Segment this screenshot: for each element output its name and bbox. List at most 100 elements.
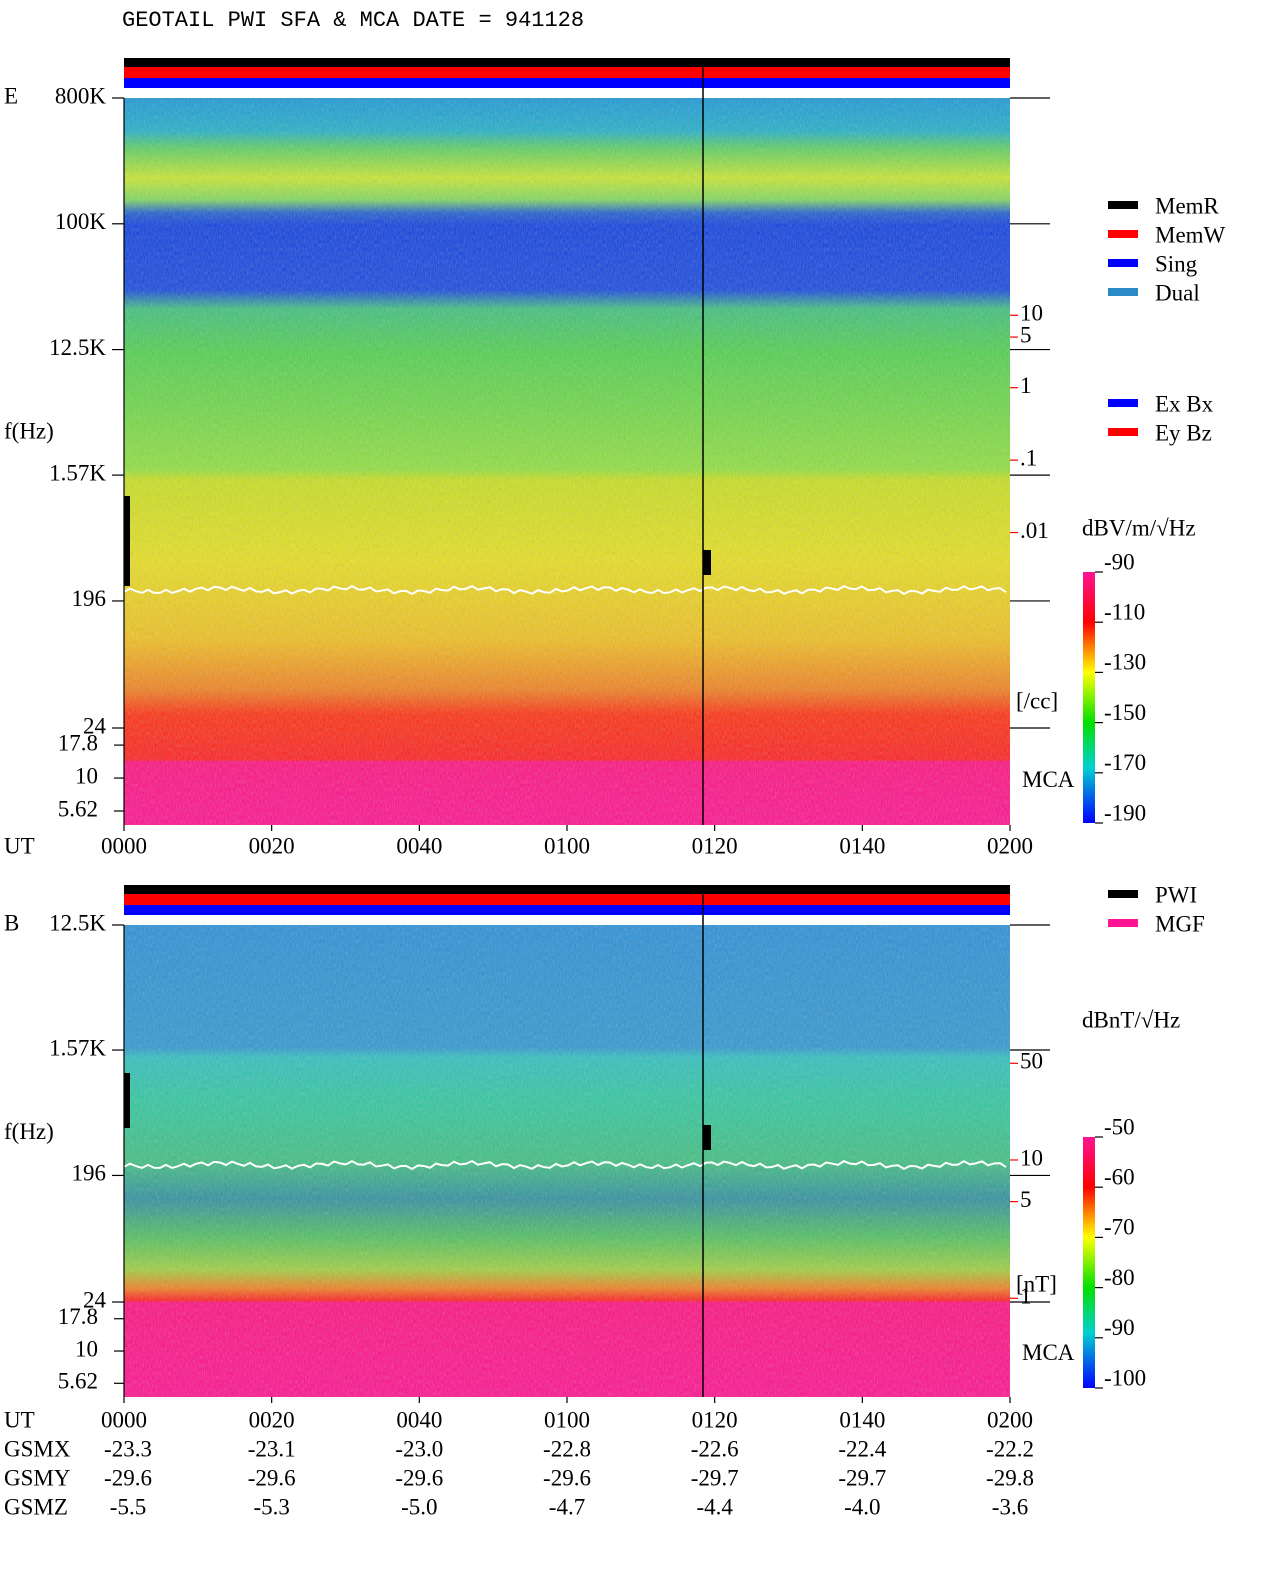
y2-axis-label: [/cc] xyxy=(1016,688,1058,713)
colorbar-label: dBnT/√Hz xyxy=(1082,1007,1180,1032)
marker xyxy=(703,1125,711,1150)
legend-swatch xyxy=(1108,890,1138,898)
orbit-value: -29.7 xyxy=(838,1465,886,1490)
orbit-value: -5.5 xyxy=(110,1494,146,1519)
orbit-row-label: GSMX xyxy=(4,1436,71,1461)
y2-tick-label: 5 xyxy=(1020,1187,1032,1212)
y-axis-label: f(Hz) xyxy=(4,418,54,443)
legend-label: MemR xyxy=(1155,193,1220,218)
orbit-value: -23.3 xyxy=(104,1436,152,1461)
y2-tick-label: .1 xyxy=(1020,445,1037,470)
y2-tick-label: 10 xyxy=(1020,301,1043,326)
cyclotron-trace xyxy=(123,584,1007,596)
mca-label: MCA xyxy=(1022,1340,1075,1365)
colorbar-tick-label: -50 xyxy=(1104,1114,1135,1139)
colorbar-tick-label: -130 xyxy=(1104,650,1146,675)
orbit-row-label: GSMZ xyxy=(4,1494,68,1519)
x-axis-label: UT xyxy=(4,1407,35,1432)
status-bar xyxy=(124,885,1010,894)
orbit-value: -22.8 xyxy=(543,1436,591,1461)
x-tick-label: 0040 xyxy=(396,1407,442,1432)
legend-swatch xyxy=(1108,201,1138,209)
x-tick-label: 0020 xyxy=(249,833,295,858)
x-tick-label: 0100 xyxy=(544,833,590,858)
legend-swatch xyxy=(1108,428,1138,436)
y-tick-label: 196 xyxy=(72,1161,107,1186)
y2-tick-label: 1 xyxy=(1020,1284,1032,1309)
legend-swatch xyxy=(1108,259,1138,267)
y2-tick-label: 50 xyxy=(1020,1049,1043,1074)
panel-label: E xyxy=(4,83,18,108)
orbit-value: -23.0 xyxy=(395,1436,443,1461)
x-tick-label: 0040 xyxy=(396,833,442,858)
legend-label: MemW xyxy=(1155,222,1226,247)
x-tick-label: 0000 xyxy=(101,833,147,858)
orbit-value: -23.1 xyxy=(248,1436,296,1461)
orbit-value: -29.6 xyxy=(543,1465,591,1490)
marker xyxy=(703,550,711,575)
colorbar-tick-label: -170 xyxy=(1104,750,1146,775)
orbit-value: -4.0 xyxy=(844,1494,880,1519)
legend-swatch xyxy=(1108,288,1138,296)
colorbar-tick-label: -60 xyxy=(1104,1164,1135,1189)
colorbar-tick-label: -110 xyxy=(1104,599,1145,624)
colorbar xyxy=(1083,1137,1095,1388)
x-tick-label: 0020 xyxy=(249,1407,295,1432)
legend-label: Ex Bx xyxy=(1155,391,1214,416)
x-tick-label: 0140 xyxy=(839,833,885,858)
page-title: GEOTAIL PWI SFA & MCA DATE = 941128 xyxy=(122,8,584,33)
orbit-value: -22.2 xyxy=(986,1436,1034,1461)
mca-tick-label: 10 xyxy=(75,1336,98,1361)
x-tick-label: 0100 xyxy=(544,1407,590,1432)
legend-label: MGF xyxy=(1155,911,1205,936)
colorbar-tick-label: -80 xyxy=(1104,1265,1135,1290)
colorbar-tick-label: -90 xyxy=(1104,1315,1135,1340)
x-tick-label: 0200 xyxy=(987,833,1033,858)
y-tick-label: 1.57K xyxy=(49,1035,106,1060)
colorbar-tick-label: -150 xyxy=(1104,700,1146,725)
y2-tick-label: 5 xyxy=(1020,322,1032,347)
y-tick-label: 196 xyxy=(72,586,107,611)
colorbar-label: dBV/m/√Hz xyxy=(1082,515,1196,540)
orbit-value: -29.6 xyxy=(395,1465,443,1490)
y2-tick-label: 10 xyxy=(1020,1145,1043,1170)
status-bar xyxy=(124,905,1010,915)
y-tick-label: 100K xyxy=(55,209,107,234)
y-tick-label: 24 xyxy=(83,713,107,738)
mca-tick-label: 17.8 xyxy=(58,730,98,755)
y-tick-label: 800K xyxy=(55,83,107,108)
y-tick-label: 1.57K xyxy=(49,460,106,485)
spectrogram-noise xyxy=(124,925,1010,1397)
y-tick-label: 12.5K xyxy=(49,335,106,360)
mca-tick-label: 5.62 xyxy=(58,796,98,821)
orbit-value: -29.6 xyxy=(248,1465,296,1490)
orbit-value: -29.7 xyxy=(691,1465,739,1490)
mca-tick-label: 10 xyxy=(75,763,98,788)
orbit-value: -4.7 xyxy=(549,1494,585,1519)
y-tick-label: 24 xyxy=(83,1287,107,1312)
x-tick-label: 0120 xyxy=(692,1407,738,1432)
spectrogram-noise xyxy=(124,98,1010,825)
y2-tick-label: .01 xyxy=(1020,518,1049,543)
x-tick-label: 0120 xyxy=(692,833,738,858)
status-bar xyxy=(124,78,1010,88)
colorbar-tick-label: -70 xyxy=(1104,1215,1135,1240)
legend-swatch xyxy=(1108,919,1138,927)
orbit-value: -4.4 xyxy=(696,1494,733,1519)
legend-label: Ey Bz xyxy=(1155,420,1212,445)
legend-swatch xyxy=(1108,399,1138,407)
colorbar-tick-label: -100 xyxy=(1104,1365,1146,1390)
colorbar-tick-label: -90 xyxy=(1104,549,1135,574)
orbit-value: -29.8 xyxy=(986,1465,1034,1490)
x-tick-label: 0000 xyxy=(101,1407,147,1432)
status-bar xyxy=(124,67,1010,78)
orbit-value: -5.0 xyxy=(401,1494,437,1519)
status-bar xyxy=(124,894,1010,905)
mca-tick-label: 5.62 xyxy=(58,1369,98,1394)
colorbar-tick-label: -190 xyxy=(1104,800,1146,825)
legend-label: Dual xyxy=(1155,280,1200,305)
orbit-value: -22.6 xyxy=(691,1436,739,1461)
colorbar xyxy=(1083,572,1095,823)
orbit-value: -29.6 xyxy=(104,1465,152,1490)
